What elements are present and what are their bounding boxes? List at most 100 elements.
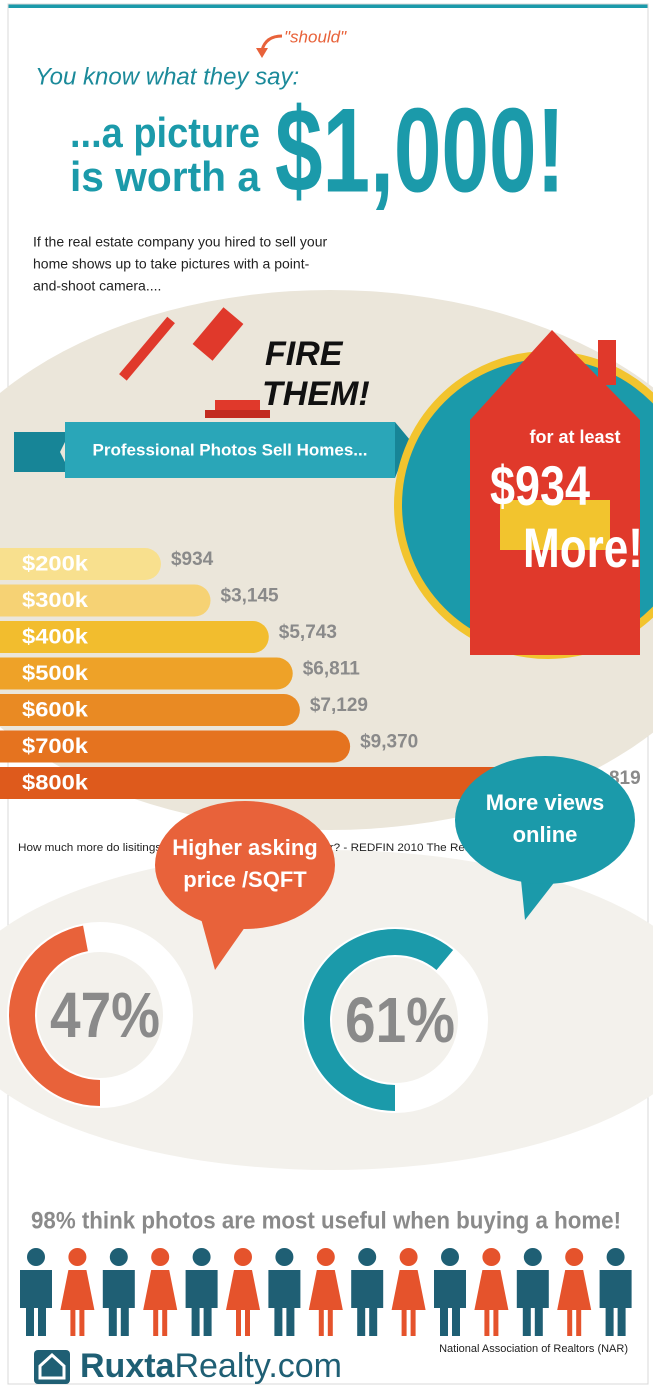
bar	[0, 584, 211, 617]
person-body	[474, 1270, 509, 1336]
person-body	[102, 1270, 135, 1336]
bubble-text: Higher asking	[172, 835, 317, 860]
person-head	[316, 1248, 335, 1266]
person	[268, 1248, 301, 1336]
gavel-head	[192, 307, 244, 361]
paragraph-line: If the real estate company you hired to …	[33, 234, 327, 250]
person-head	[275, 1248, 294, 1266]
person-head	[151, 1248, 170, 1266]
person	[226, 1248, 260, 1336]
person-body	[185, 1270, 218, 1336]
person-head	[441, 1248, 459, 1266]
people-caption: 98% think photos are most useful when bu…	[31, 1207, 621, 1234]
logo: RuxtaRealty.com	[80, 1347, 342, 1385]
person-body	[434, 1270, 466, 1336]
bar	[0, 621, 269, 653]
person-body	[351, 1270, 384, 1336]
house	[470, 330, 640, 655]
logo-rest: Realty.com	[174, 1347, 342, 1385]
person	[143, 1248, 178, 1336]
people-source: National Association of Realtors (NAR)	[439, 1343, 628, 1355]
ring-value	[304, 929, 486, 1111]
person-body	[599, 1270, 632, 1336]
person-head	[523, 1248, 542, 1266]
value-label: $6,811	[303, 659, 360, 680]
top-border	[8, 4, 648, 8]
person-body	[143, 1270, 178, 1336]
note-arrow	[260, 34, 283, 51]
bar	[0, 767, 562, 799]
speech-bubble	[155, 801, 335, 929]
callout-line: FIRE	[265, 335, 344, 373]
house-top: for at least	[529, 427, 620, 447]
person	[102, 1248, 135, 1336]
stat-label: 47%	[50, 979, 160, 1051]
person-head	[109, 1248, 128, 1266]
ribbon-end	[395, 422, 410, 478]
person-head	[27, 1248, 45, 1266]
house-window	[500, 500, 610, 550]
note-arrowhead	[256, 48, 268, 58]
value-label: $934	[171, 549, 214, 570]
category-label: $500k	[22, 662, 88, 685]
gavel-block	[215, 400, 260, 410]
person	[516, 1248, 549, 1336]
category-label: $300k	[22, 589, 88, 612]
person-body	[226, 1270, 260, 1336]
person-head	[68, 1248, 87, 1266]
paragraph-line: and-shoot camera....	[33, 278, 161, 294]
bubble-text: More views	[486, 790, 605, 815]
ring-value	[9, 924, 191, 1106]
gavel	[119, 307, 270, 418]
intro: You know what they say:	[35, 63, 299, 90]
banner: Professional Photos Sell Homes...	[93, 440, 368, 459]
person-body	[60, 1270, 95, 1336]
person-body	[516, 1270, 549, 1336]
stat-label: 61%	[345, 984, 455, 1056]
category-label: $200k	[22, 553, 88, 576]
paragraph-line: home shows up to take pictures with a po…	[33, 256, 310, 272]
person-body	[308, 1270, 343, 1336]
headline-amount: $1,000!	[275, 84, 565, 218]
person-head	[358, 1248, 377, 1266]
ribbon-tail	[14, 432, 70, 472]
logo-house	[38, 1352, 66, 1380]
callout-line: THEM!	[262, 375, 370, 413]
category-label: $700k	[22, 735, 88, 758]
speech-bubble	[455, 756, 635, 884]
house-amount: $934	[490, 454, 590, 517]
person	[599, 1248, 632, 1336]
bar	[0, 548, 161, 580]
person	[557, 1248, 592, 1336]
headline-line: is worth a	[70, 153, 261, 200]
house-bottom: More!	[523, 516, 643, 579]
bar	[0, 730, 351, 763]
value-label: $5,743	[279, 622, 337, 643]
person	[434, 1248, 466, 1336]
person-head	[192, 1248, 211, 1266]
logo-icon	[34, 1350, 70, 1384]
value-label: $3,145	[221, 586, 280, 607]
person	[20, 1248, 52, 1336]
person-head	[565, 1248, 584, 1266]
category-label: $600k	[22, 699, 88, 722]
person	[308, 1248, 343, 1336]
bar	[0, 694, 300, 726]
bubble-text: price /SQFT	[183, 867, 307, 892]
ribbon	[65, 422, 395, 478]
person	[351, 1248, 384, 1336]
person-body	[20, 1270, 52, 1336]
bubble-text: online	[513, 822, 578, 847]
category-label: $400k	[22, 626, 88, 649]
chimney	[598, 340, 616, 385]
person-head	[482, 1248, 501, 1266]
person	[474, 1248, 509, 1336]
person-head	[606, 1248, 625, 1266]
person-body	[268, 1270, 301, 1336]
person-head	[234, 1248, 252, 1266]
gavel-base	[205, 410, 270, 418]
person	[60, 1248, 95, 1336]
logo-bold: Ruxta	[80, 1347, 176, 1385]
headline-line: ...a picture	[70, 109, 260, 156]
